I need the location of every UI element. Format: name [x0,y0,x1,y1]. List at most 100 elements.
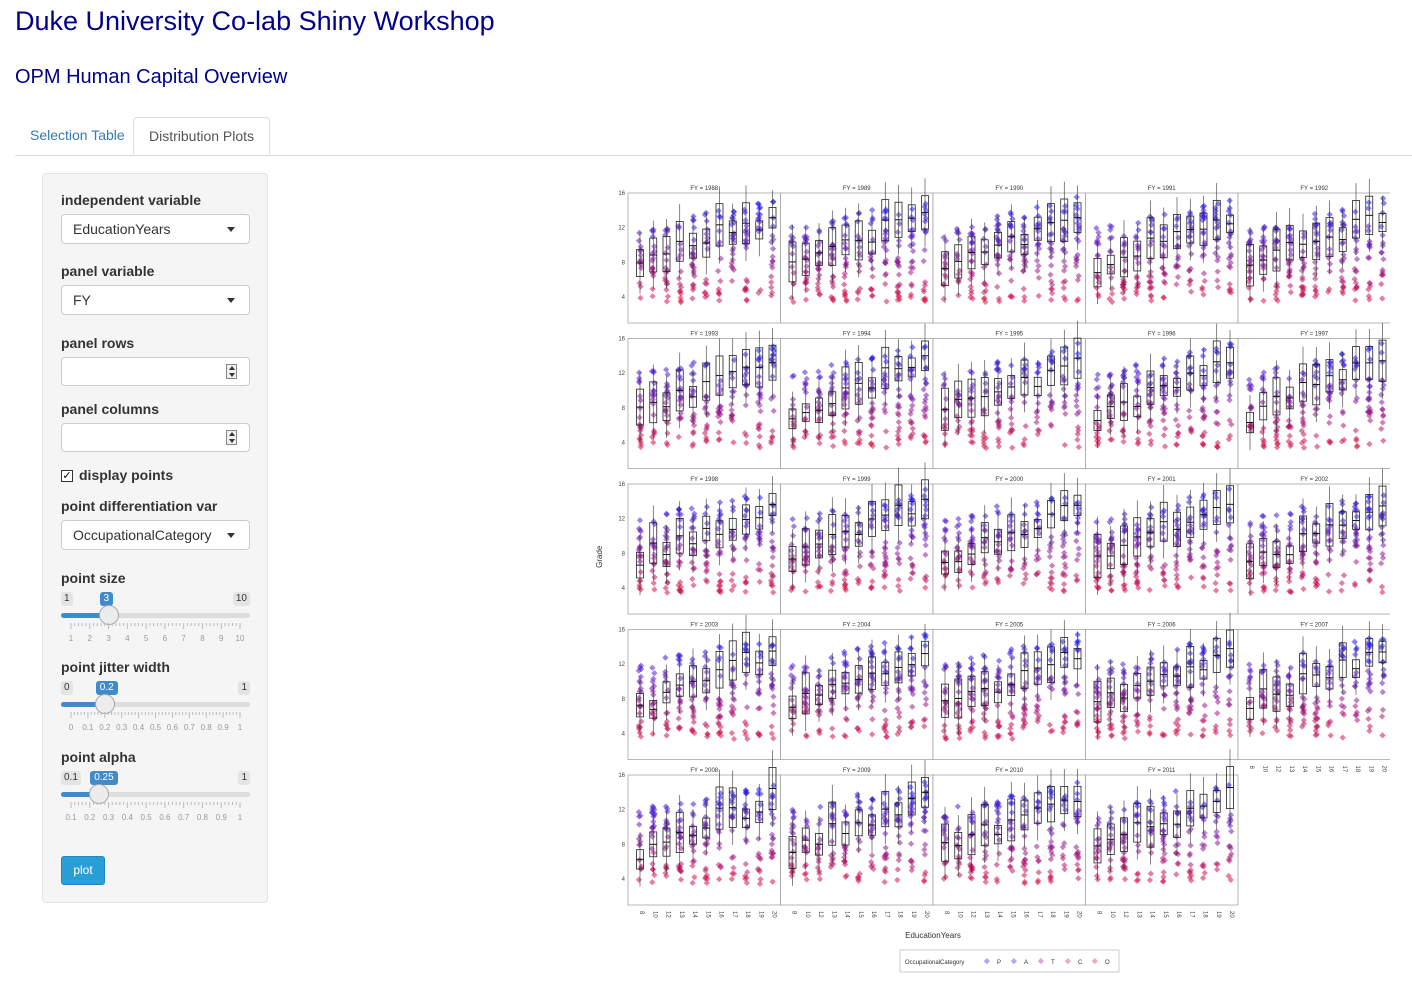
panel-columns-input[interactable] [61,423,250,452]
plot-button[interactable]: plot [61,856,105,885]
y-tick-label: 8 [622,406,626,412]
panel-rows-label: panel rows [61,335,135,351]
data-point [993,216,1001,223]
slider-tick-label: 8 [200,634,205,643]
slider-tick-label: 5 [143,634,149,643]
independent-variable-select[interactable]: EducationYears [61,214,250,244]
panel-strip-label: FY = 2003 [690,623,718,629]
panel-variable-value: FY [73,292,91,308]
display-points-label[interactable]: display points [79,467,174,483]
display-points-checkbox[interactable]: ✓ [61,470,73,482]
x-tick-label: 18 [1354,766,1360,773]
app-title: Duke University Co-lab Shiny Workshop [15,6,495,36]
tab-distribution-plots[interactable]: Distribution Plots [133,117,271,155]
data-point [1008,277,1015,284]
caret-down-icon [227,298,235,303]
data-point [921,246,928,254]
slider-tick-label: 0.3 [116,723,128,732]
point-alpha-slider[interactable]: 0.1 1 0.25 0.1 0.2 0.3 0.4 0.5 0.6 0.7 0.8 0.9 1 [61,771,250,831]
slider-ticks [70,712,241,718]
slider-tick-label: 0.7 [183,723,195,732]
plot-panel: FY = 2006 [1085,612,1239,760]
slider-tick-label: 0.8 [196,813,208,822]
point-diff-var-select[interactable]: OccupationalCategory [61,520,250,550]
sidebar-panel: independent variable EducationYears pane… [42,173,268,903]
slider-tick-label: 0.8 [200,723,212,732]
data-point [869,273,876,280]
slider-handle[interactable] [98,605,119,625]
data-point [883,208,890,215]
data-point [790,243,797,250]
slider-tick-label: 0.4 [133,723,145,732]
plot-panel: FY = 2002 [1237,468,1390,615]
panel-rows-input[interactable] [61,357,250,386]
data-point [638,264,645,272]
panel-strip-label: FY = 1988 [690,186,718,192]
y-tick-label: 4 [622,295,626,301]
plot-panel: FY = 1995 [932,320,1086,469]
slider-tick-label: 0.5 [140,813,152,822]
x-tick-label: 20 [1381,766,1387,773]
data-point [701,289,708,296]
data-point [908,282,915,289]
caret-down-icon [227,227,235,232]
plot-panel: FY = 1991 [1085,183,1239,324]
point-diff-var-label: point differentiation var [61,498,218,514]
panel-variable-select[interactable]: FY [61,285,250,315]
data-point [689,250,696,258]
y-tick-label: 16 [618,191,625,197]
x-tick-label: 13 [1288,766,1294,773]
slider-tick-label: 0 [68,723,74,732]
slider-tick-label: 1 [237,813,243,822]
data-point [882,270,890,278]
slider-handle[interactable] [89,784,110,804]
slider-ticks [70,802,241,808]
point-jitter-label: point jitter width [61,659,170,675]
panel-strip-label: FY = 1997 [1300,332,1328,338]
y-tick-label: 8 [622,551,626,557]
slider-tick-label: 0.6 [159,813,171,822]
slider-tick-label: 7 [181,634,186,643]
slider-tick-label: 0.6 [166,723,178,732]
slider-tick-label: 0.7 [178,813,190,822]
y-tick-label: 8 [622,842,626,848]
data-point [802,296,810,303]
slider-tick-label: 0.2 [99,723,111,732]
x-tick-label: 8 [1248,766,1254,770]
tab-selection-table[interactable]: Selection Table [30,127,125,143]
y-tick-label: 16 [618,482,625,488]
slider-tick-label: 6 [162,634,168,643]
data-point [1035,292,1042,299]
point-jitter-slider[interactable]: 0 1 0.2 0 0.1 0.2 0.3 0.4 0.5 0.6 0.7 0.8 0.9 1 [61,681,250,741]
panel-strip-label: FY = 2001 [1148,477,1176,483]
x-tick-label: 14 [1301,766,1307,773]
data-point [703,276,710,283]
plot-panel: FY = 1989 [780,178,934,324]
data-point [663,298,670,305]
y-tick-label: 12 [618,808,625,814]
slider-ticks [70,623,241,629]
panel-strip-label: FY = 1991 [1148,186,1176,192]
panel-strip-label: FY = 1990 [995,186,1023,192]
slider-fill [61,702,105,707]
spinner-icon[interactable] [226,430,237,445]
slider-tick-label: 0.4 [121,813,133,822]
spinner-icon[interactable] [226,364,237,379]
slider-max-label: 1 [238,681,250,695]
slider-min-label: 0 [61,681,73,695]
slider-handle[interactable] [94,694,115,714]
data-point [854,233,861,240]
plot-panel: FY = 1997 [1237,322,1390,469]
y-tick-label: 4 [622,586,626,592]
panel-strip-label: FY = 2008 [690,768,718,774]
slider-min-label: 1 [61,592,73,606]
panel-strip-label: FY = 1994 [843,332,871,338]
point-size-slider[interactable]: 1 10 3 1 2 3 4 5 6 7 8 9 10 [61,592,250,652]
panel-frame [1237,338,1390,469]
plot-panel: FY = 2005 [932,620,1086,760]
data-point [1046,214,1054,221]
slider-track [61,613,250,618]
y-tick-label: 16 [618,628,625,634]
